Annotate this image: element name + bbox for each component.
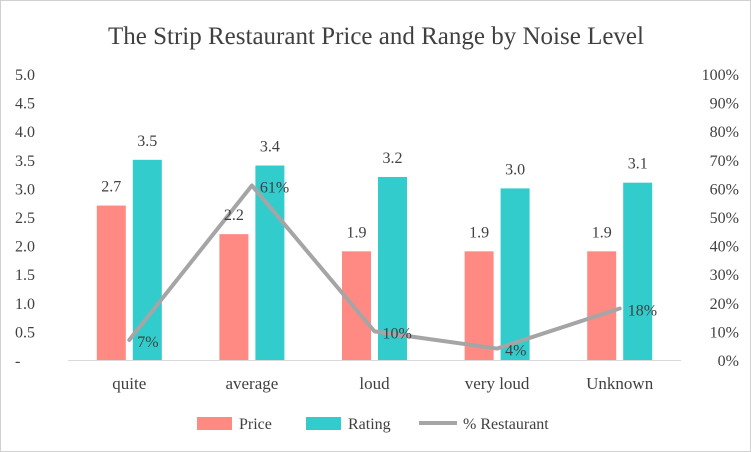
bar-data-label: 3.5 bbox=[137, 133, 157, 150]
right-tick-label: 80% bbox=[710, 124, 739, 141]
right-tick-label: 70% bbox=[710, 153, 739, 170]
bar-price bbox=[587, 251, 617, 360]
bar-data-label: 3.4 bbox=[260, 139, 280, 156]
bar-data-label: 1.9 bbox=[469, 224, 489, 241]
bar-data-label: 3.1 bbox=[628, 156, 648, 173]
right-tick-label: 0% bbox=[718, 353, 739, 370]
left-tick-label: 0.5 bbox=[15, 324, 35, 341]
legend: Price Rating % Restaurant bbox=[197, 416, 549, 433]
legend-swatch bbox=[197, 417, 232, 430]
line-data-label: 18% bbox=[628, 303, 657, 320]
left-tick-label: - bbox=[15, 353, 20, 370]
legend-label: % Restaurant bbox=[463, 416, 549, 433]
category-label: loud bbox=[359, 374, 390, 393]
line--restaurant bbox=[127, 183, 622, 351]
category-label: quite bbox=[112, 374, 146, 393]
bar-price bbox=[96, 205, 126, 360]
legend-label: Price bbox=[239, 416, 272, 433]
left-axis: - 0.5 1.0 1.5 2.0 2.5 3.0 3.5 4.0 4.5 5.0 bbox=[15, 67, 681, 370]
right-tick-label: 40% bbox=[710, 239, 739, 256]
right-tick-label: 30% bbox=[710, 267, 739, 284]
left-tick-label: 4.0 bbox=[15, 124, 35, 141]
bar-data-label: 2.7 bbox=[101, 179, 121, 196]
left-tick-label: 1.0 bbox=[15, 296, 35, 313]
bar-price bbox=[464, 251, 494, 360]
left-tick-label: 2.5 bbox=[15, 210, 35, 227]
line-data-label: 7% bbox=[137, 334, 158, 351]
legend-label: Rating bbox=[348, 416, 391, 433]
right-tick-label: 10% bbox=[710, 324, 739, 341]
right-axis: 0% 10% 20% 30% 40% 50% 60% 70% 80% 90% 100% bbox=[702, 67, 739, 370]
left-tick-label: 3.0 bbox=[15, 181, 35, 198]
bar-data-label: 3.0 bbox=[505, 161, 525, 178]
line-data-label: 10% bbox=[383, 325, 412, 342]
bar-data-label: 1.9 bbox=[347, 224, 367, 241]
bar-data-label: 2.2 bbox=[224, 207, 244, 224]
data-labels: 2.7 3.5 2.2 3.4 1.9 3.2 1.9 3.0 1.9 3.1 7% 61% 10% 4%… bbox=[101, 133, 657, 360]
bar-data-label: 3.2 bbox=[383, 150, 403, 167]
left-tick-label: 5.0 bbox=[15, 67, 35, 84]
right-tick-label: 90% bbox=[710, 96, 739, 113]
right-tick-label: 60% bbox=[710, 181, 739, 198]
category-label: very loud bbox=[465, 374, 530, 393]
category-label: Unknown bbox=[586, 374, 654, 393]
line-data-label: 61% bbox=[260, 180, 289, 197]
bar-rating bbox=[378, 176, 407, 360]
line-series bbox=[127, 183, 622, 351]
bar-price bbox=[219, 234, 249, 360]
category-label: average bbox=[225, 374, 278, 393]
right-tick-label: 20% bbox=[710, 296, 739, 313]
bar-data-label: 1.9 bbox=[592, 224, 612, 241]
left-tick-label: 2.0 bbox=[15, 239, 35, 256]
right-tick-label: 50% bbox=[710, 210, 739, 227]
bar-price bbox=[342, 251, 371, 360]
right-tick-label: 100% bbox=[702, 67, 739, 84]
line-data-label: 4% bbox=[505, 343, 526, 360]
left-tick-label: 4.5 bbox=[15, 96, 35, 113]
chart-title: The Strip Restaurant Price and Range by … bbox=[108, 23, 644, 50]
bar-rating bbox=[623, 182, 653, 360]
legend-swatch bbox=[306, 417, 341, 430]
left-tick-label: 3.5 bbox=[15, 153, 35, 170]
bar-rating bbox=[500, 188, 530, 360]
category-labels: quite average loud very loud Unknown bbox=[112, 374, 653, 393]
left-tick-label: 1.5 bbox=[15, 267, 35, 284]
